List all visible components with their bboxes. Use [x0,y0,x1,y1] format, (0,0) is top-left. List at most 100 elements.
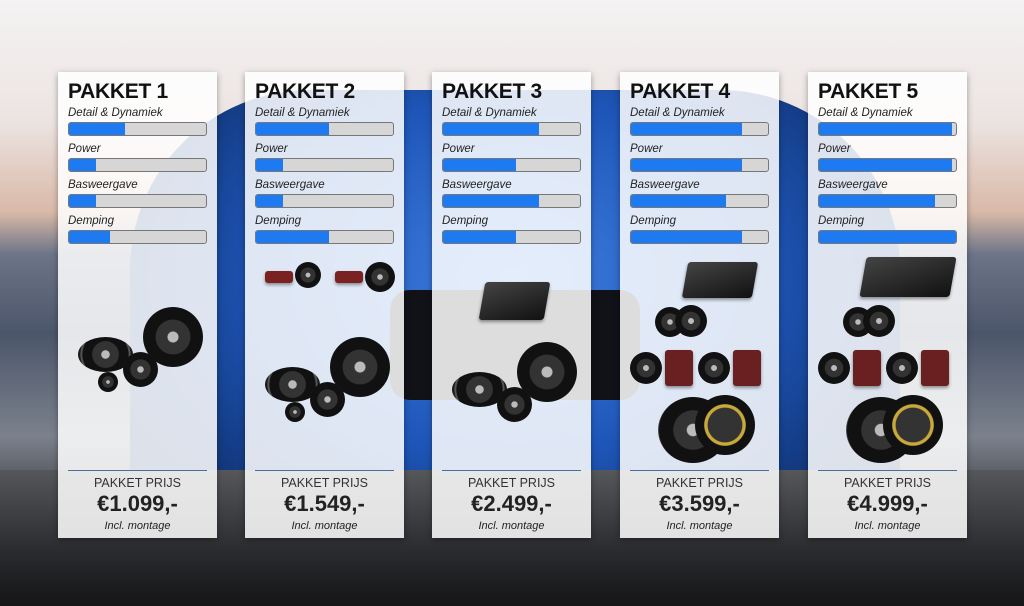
tweeter-icon [295,262,321,288]
criterion-label: Detail & Dynamiek [68,107,163,119]
rating-fill [819,159,952,171]
price-value: €2.499,- [471,491,552,516]
rating-fill [69,195,97,207]
price-section: PAKKET PRIJS €3.599,- Incl. montage [630,470,769,532]
price-label: PAKKET PRIJS [655,476,744,490]
rating-fill [819,195,936,207]
package-title: PAKKET 2 [255,80,355,103]
rating-bar [68,122,207,136]
installation-note: Incl. montage [291,520,358,532]
rating-fill [631,195,726,207]
installation-note: Incl. montage [104,520,171,532]
criterion-label: Power [442,143,475,155]
criterion-label: Power [255,143,288,155]
rating-bar [442,230,581,244]
price-label: PAKKET PRIJS [467,476,556,490]
package-card-5[interactable]: PAKKET 5 Detail & Dynamiek Power Basweerg… [808,72,967,538]
criterion-label: Detail & Dynamiek [818,107,913,119]
criterion-label: Basweergave [442,179,512,191]
amplifier-icon [859,257,957,297]
criterion-label: Demping [68,215,115,227]
rating-fill [443,231,516,243]
rating-bar [255,158,394,172]
rating-bar [630,158,769,172]
crossover-icon [265,271,293,283]
criterion-label: Power [630,143,663,155]
rating-bar [818,194,957,208]
price-label: PAKKET PRIJS [280,476,369,490]
tweeter-icon [98,372,118,392]
package-title: PAKKET 1 [68,80,168,103]
crossover-icon [733,350,761,386]
subwoofer-icon [695,395,755,455]
criterion-label: Detail & Dynamiek [630,107,725,119]
rating-fill [256,195,284,207]
criterion-label: Detail & Dynamiek [255,107,350,119]
rating-bar [630,122,769,136]
criterion-label: Demping [255,215,302,227]
price-value: €1.549,- [284,491,365,516]
crossover-icon [921,350,949,386]
tweeter-icon [285,402,305,422]
rating-bar [442,158,581,172]
rating-bar [442,122,581,136]
criterion-label: Demping [442,215,489,227]
rating-fill [69,123,126,135]
package-title: PAKKET 4 [630,80,730,103]
price-label: PAKKET PRIJS [843,476,932,490]
rating-bar [630,230,769,244]
midrange-icon [497,387,532,422]
rating-bar [68,194,207,208]
package-title: PAKKET 3 [442,80,542,103]
rating-bar [818,122,957,136]
rating-bar [68,230,207,244]
midrange-icon [310,382,345,417]
rating-fill [256,159,284,171]
amplifier-icon [478,282,551,320]
midrange-icon [863,305,895,337]
criterion-label: Detail & Dynamiek [442,107,537,119]
product-image [255,257,395,467]
package-title: PAKKET 5 [818,80,918,103]
package-card-3[interactable]: PAKKET 3 Detail & Dynamiek Power Basweerg… [432,72,591,538]
price-label: PAKKET PRIJS [93,476,182,490]
criterion-label: Power [68,143,101,155]
rating-fill [69,231,111,243]
criterion-label: Basweergave [68,179,138,191]
price-section: PAKKET PRIJS €1.549,- Incl. montage [255,470,394,532]
package-card-1[interactable]: PAKKET 1 Detail & Dynamiek Power Basweerg… [58,72,217,538]
price-section: PAKKET PRIJS €1.099,- Incl. montage [68,470,207,532]
package-card-4[interactable]: PAKKET 4 Detail & Dynamiek Power Basweerg… [620,72,779,538]
rating-bar [442,194,581,208]
rating-fill [819,123,952,135]
package-card-2[interactable]: PAKKET 2 Detail & Dynamiek Power Basweerg… [245,72,404,538]
component-set-icon [818,352,850,384]
product-image [442,257,581,467]
product-image [68,257,207,467]
rating-fill [256,123,329,135]
crossover-icon [665,350,693,386]
rating-bar [68,158,207,172]
component-set-icon [630,352,662,384]
rating-bar [255,194,394,208]
crossover-icon [853,350,881,386]
price-value: €3.599,- [659,491,740,516]
component-set-icon [698,352,730,384]
rating-bar [818,230,957,244]
rating-bar [255,122,394,136]
subwoofer-icon [883,395,943,455]
midrange-icon [123,352,158,387]
rating-fill [256,231,329,243]
rating-fill [443,195,539,207]
criterion-label: Basweergave [818,179,888,191]
product-image [630,257,769,467]
rating-fill [819,231,956,243]
rating-fill [443,159,516,171]
tweeter-icon [365,262,395,292]
amplifier-icon [681,262,759,298]
rating-bar [630,194,769,208]
price-section: PAKKET PRIJS €2.499,- Incl. montage [442,470,581,532]
criterion-label: Basweergave [255,179,325,191]
midrange-icon [675,305,707,337]
criterion-label: Demping [818,215,865,227]
